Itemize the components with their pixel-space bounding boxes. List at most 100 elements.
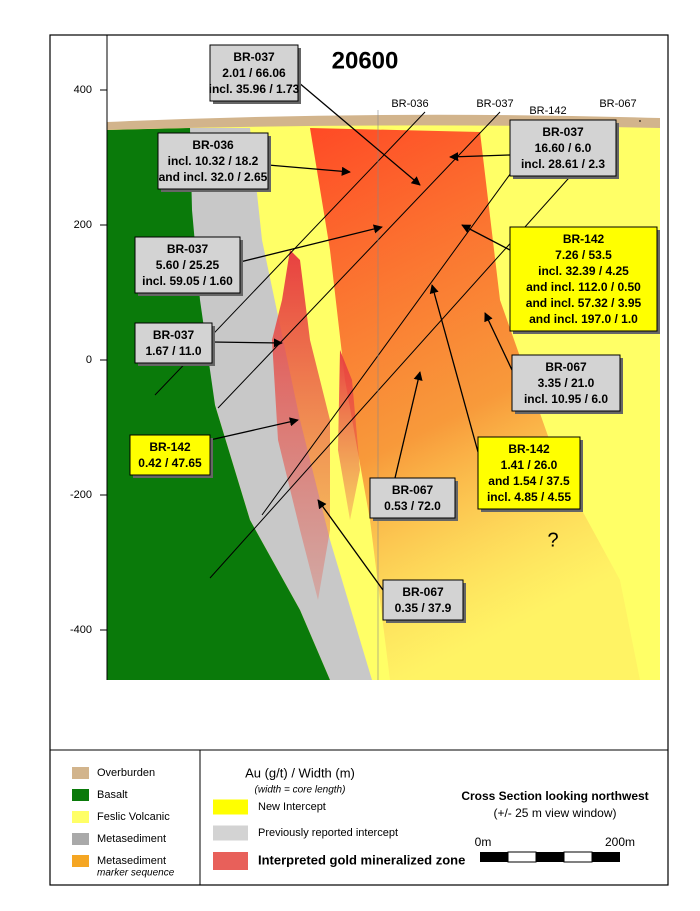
tick-label: -400	[70, 624, 92, 636]
callout-hole: BR-036	[192, 138, 234, 152]
callout-line: incl. 10.32 / 18.2	[168, 154, 259, 168]
leader	[429, 284, 479, 453]
leader	[239, 224, 383, 263]
tick-label: 0	[86, 354, 92, 366]
callout-line: and incl. 197.0 / 1.0	[529, 312, 638, 326]
intercept-callout: BR-037 5.60 / 25.25 incl. 59.05 / 1.60	[134, 236, 243, 296]
legend-swatch	[72, 789, 89, 801]
drill-trace	[261, 121, 549, 516]
callout-box	[369, 477, 456, 519]
callout-line: incl. 28.61 / 2.3	[521, 157, 605, 171]
mineralized-zone	[272, 250, 330, 600]
intercept-callout: BR-067 0.53 / 72.0	[369, 477, 458, 521]
tick-label: 200	[74, 219, 92, 231]
legend-label: Metasediment	[97, 855, 166, 867]
scale-segment	[592, 852, 620, 862]
callout-box	[157, 132, 269, 190]
section-title: 20600	[332, 47, 399, 74]
callout-line: incl. 35.96 / 1.73	[209, 82, 300, 96]
callout-line: 5.60 / 25.25	[156, 258, 220, 272]
view-title: Cross Section looking northwest	[461, 789, 648, 803]
scale-segment	[480, 852, 508, 862]
key-label: Previously reported intercept	[258, 827, 398, 839]
callout-box	[382, 579, 464, 621]
callout-line: 2.01 / 66.06	[222, 66, 286, 80]
intercept-callout: BR-037 1.67 / 11.0	[134, 322, 215, 366]
callout-hole: BR-142	[563, 232, 605, 246]
callout-box	[129, 434, 211, 476]
leader	[484, 312, 513, 371]
leader	[317, 499, 384, 591]
callout-hole: BR-067	[545, 360, 587, 374]
callout-line: 0.42 / 47.65	[138, 456, 202, 470]
callout-line: 3.35 / 21.0	[538, 376, 595, 390]
tick-label: 400	[74, 84, 92, 96]
tick-label: -200	[70, 489, 92, 501]
callout-line: and incl. 112.0 / 0.50	[526, 280, 641, 294]
key-title: Au (g/t) / Width (m)	[245, 765, 355, 780]
leader	[297, 81, 421, 186]
leader	[449, 152, 511, 162]
key-note: (width = core length)	[255, 785, 346, 796]
scale-bar	[480, 851, 620, 863]
drill-hole-label: BR-037	[476, 98, 513, 110]
scale-segment	[507, 851, 537, 863]
leader	[211, 338, 283, 348]
scale-segment	[563, 851, 593, 863]
callout-box	[509, 119, 617, 177]
mineralized-zone	[338, 350, 360, 520]
drill-hole-label: BR-142	[529, 105, 566, 117]
legend-swatch	[72, 811, 89, 823]
drill-trace	[217, 111, 501, 409]
callout-box	[477, 436, 581, 510]
key-swatch	[213, 852, 248, 870]
key-label: Interpreted gold mineralized zone	[258, 852, 465, 867]
intercept-callout: BR-067 3.35 / 21.0 incl. 10.95 / 6.0	[511, 354, 623, 414]
intercept-callout: BR-142 0.42 / 47.65	[129, 434, 213, 478]
callout-line: incl. 4.85 / 4.55	[487, 490, 571, 504]
key-label: New Intercept	[258, 801, 326, 813]
legend-note: marker sequence	[97, 868, 175, 879]
callout-hole: BR-037	[167, 242, 209, 256]
mineralized-zone	[310, 128, 640, 680]
callout-box	[511, 354, 621, 412]
callout-box	[509, 226, 658, 332]
drill-hole-label: BR-067	[599, 98, 636, 110]
intercept-callout: BR-037 16.60 / 6.0 incl. 28.61 / 2.3	[509, 119, 619, 179]
callout-line: incl. 32.39 / 4.25	[538, 264, 629, 278]
callout-line: and 1.54 / 37.5	[488, 474, 570, 488]
intercept-callout: BR-037 2.01 / 66.06 incl. 35.96 / 1.73	[209, 44, 301, 104]
legend-label: Feslic Volcanic	[97, 811, 170, 823]
frame	[49, 34, 669, 886]
callout-hole: BR-037	[153, 328, 195, 342]
question-mark: ?	[547, 529, 558, 551]
legend-label: Metasediment	[97, 833, 166, 845]
leader	[394, 371, 423, 479]
drill-hole-label: BR-036	[391, 98, 428, 110]
legend-label: Basalt	[97, 789, 128, 801]
legend-swatch	[72, 855, 89, 867]
callout-hole: BR-037	[542, 125, 584, 139]
callout-hole: BR-142	[149, 440, 191, 454]
callout-box	[209, 44, 299, 102]
callout-hole: BR-067	[402, 585, 444, 599]
scale-label: 200m	[605, 835, 635, 849]
callout-line: 16.60 / 6.0	[535, 141, 592, 155]
callout-line: 0.35 / 37.9	[395, 601, 452, 615]
intercept-callout: BR-036 incl. 10.32 / 18.2 and incl. 32.0 /…	[157, 132, 271, 192]
leader	[209, 417, 299, 441]
callout-line: and incl. 32.0 / 2.65	[159, 170, 268, 184]
callout-box	[134, 236, 241, 294]
key-swatch	[213, 799, 248, 815]
leader	[267, 164, 351, 176]
intercept-callout: BR-142 7.26 / 53.5 incl. 32.39 / 4.25 and i…	[509, 226, 660, 334]
overburden	[107, 114, 660, 130]
legend-label: Overburden	[97, 767, 155, 779]
callout-hole: BR-142	[508, 442, 550, 456]
callout-line: 0.53 / 72.0	[384, 499, 441, 513]
legend-swatch	[72, 833, 89, 845]
legend-swatch	[72, 767, 89, 779]
leader	[461, 224, 511, 251]
key-swatch	[213, 825, 248, 841]
scale-label: 0m	[475, 835, 492, 849]
